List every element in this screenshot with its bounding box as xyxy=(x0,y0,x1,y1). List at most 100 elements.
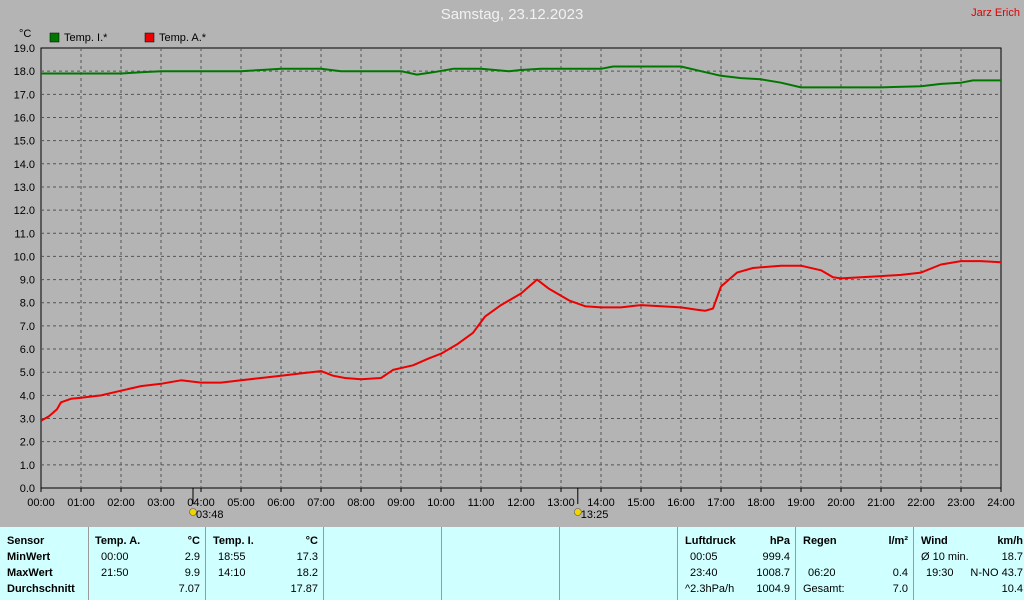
wind-header: Wind xyxy=(921,535,948,547)
x-tick-label: 13:00 xyxy=(547,497,575,509)
x-tick-label: 22:00 xyxy=(907,497,935,509)
y-tick-label: 12.0 xyxy=(14,205,35,217)
x-tick-label: 09:00 xyxy=(387,497,415,509)
rain-total: 7.0 xyxy=(892,583,908,595)
empty-column-2 xyxy=(441,527,560,600)
temp-i-header: Temp. I. xyxy=(213,535,254,547)
temp-a-min-time: 00:00 xyxy=(101,551,129,563)
x-tick-label: 01:00 xyxy=(67,497,95,509)
legend-label-1: Temp. A.* xyxy=(159,32,207,44)
pressure-max-time: 23:40 xyxy=(690,567,718,579)
wind-avg-label: Ø 10 min. xyxy=(921,551,969,563)
y-tick-label: 19.0 xyxy=(14,43,35,55)
y-tick-label: 13.0 xyxy=(14,182,35,194)
x-tick-label: 04:00 xyxy=(187,497,215,509)
wind-avg: 18.7 xyxy=(1001,551,1023,563)
wind-max: N-NO 43.7 xyxy=(970,567,1023,579)
rain-header: Regen xyxy=(803,535,837,547)
y-tick-label: 2.0 xyxy=(20,437,35,449)
x-tick-label: 14:00 xyxy=(587,497,615,509)
y-tick-label: 0.0 xyxy=(20,483,35,495)
pressure-min: 999.4 xyxy=(762,551,790,563)
sensor-header: Sensor xyxy=(7,535,45,547)
row-max-label: MaxWert xyxy=(7,567,53,579)
temp-i-min-time: 18:55 xyxy=(218,551,246,563)
y-axis-unit-label: °C xyxy=(19,28,31,40)
sun-noon-icon xyxy=(573,508,582,516)
y-tick-label: 18.0 xyxy=(14,66,35,78)
y-tick-label: 4.0 xyxy=(20,390,35,402)
x-tick-label: 20:00 xyxy=(827,497,855,509)
temp-i-min: 17.3 xyxy=(296,551,318,563)
pressure-min-time: 00:05 xyxy=(690,551,718,563)
x-tick-label: 11:00 xyxy=(468,497,495,509)
temp-a-header: Temp. A. xyxy=(95,535,141,547)
rain-total-label: Gesamt: xyxy=(803,583,845,595)
x-tick-label: 16:00 xyxy=(667,497,695,509)
temp-i-column: Temp. I. °C 18:55 17.3 14:10 18.2 17.87 xyxy=(205,527,324,600)
y-tick-label: 16.0 xyxy=(14,112,35,124)
wind-column: Wind km/h Ø 10 min. 18.7 19:30 N-NO 43.7… xyxy=(913,527,1024,600)
x-tick-label: 12:00 xyxy=(507,497,535,509)
x-tick-label: 00:00 xyxy=(27,497,55,509)
x-tick-label: 23:00 xyxy=(947,497,975,509)
temp-a-max-time: 21:50 xyxy=(101,567,129,579)
x-tick-label: 06:00 xyxy=(267,497,295,509)
x-tick-label: 02:00 xyxy=(107,497,135,509)
y-tick-label: 8.0 xyxy=(20,298,35,310)
temp-i-max: 18.2 xyxy=(296,567,318,579)
rain-max-time: 06:20 xyxy=(808,567,836,579)
x-tick-label: 21:00 xyxy=(867,497,895,509)
x-tick-label: 15:00 xyxy=(627,497,655,509)
wind-max-time: 19:30 xyxy=(926,567,954,579)
page-title: Samstag, 23.12.2023 xyxy=(440,6,584,23)
pressure-header: Luftdruck xyxy=(685,535,736,547)
sunrise-icon xyxy=(189,508,197,516)
y-tick-label: 17.0 xyxy=(14,89,35,101)
y-tick-label: 9.0 xyxy=(20,275,35,287)
wind-unit: km/h xyxy=(997,535,1023,547)
temperature-chart: 0.0 1.0 2.0 3.0 4.0 5.0 6.0 7.0 8.0 9.0 10.0 11.0 12… xyxy=(14,28,1015,521)
legend-swatch-0 xyxy=(49,32,60,43)
row-min-label: MinWert xyxy=(7,551,51,563)
y-tick-label: 14.0 xyxy=(14,159,35,171)
y-tick-label: 11.0 xyxy=(14,228,35,240)
temp-a-avg: 7.07 xyxy=(178,583,200,595)
author-label: Jarz Erich xyxy=(971,7,1020,19)
empty-column-1 xyxy=(323,527,442,600)
temp-a-unit: °C xyxy=(187,535,200,547)
rain-max: 0.4 xyxy=(892,567,908,579)
row-avg-label: Durchschnitt xyxy=(7,583,75,595)
marker-label-0: 03:48 xyxy=(196,509,224,521)
temp-i-unit: °C xyxy=(305,535,318,547)
rain-column: Regen l/m² 06:20 0.4 Gesamt: 7.0 xyxy=(795,527,914,600)
x-tick-label: 03:00 xyxy=(147,497,175,509)
marker-label-1: 13:25 xyxy=(581,509,609,521)
y-tick-label: 5.0 xyxy=(20,367,35,379)
summary-table: Sensor MinWert MaxWert Durchschnitt Temp… xyxy=(0,527,1024,600)
temp-a-max: 9.9 xyxy=(184,567,200,579)
y-tick-label: 1.0 xyxy=(20,460,35,472)
y-tick-label: 6.0 xyxy=(20,344,35,356)
sensor-column: Sensor MinWert MaxWert Durchschnitt xyxy=(0,527,88,600)
pressure-column: Luftdruck hPa 00:05 999.4 23:40 1008.7 ^… xyxy=(677,527,796,600)
rain-unit: l/m² xyxy=(888,535,908,547)
x-tick-label: 17:00 xyxy=(707,497,735,509)
pressure-avg: 1004.9 xyxy=(756,583,790,595)
x-tick-label: 10:00 xyxy=(427,497,455,509)
y-tick-label: 15.0 xyxy=(14,136,35,148)
x-tick-label: 07:00 xyxy=(307,497,335,509)
pressure-trend: ^2.3hPa/h xyxy=(685,583,735,595)
y-tick-label: 3.0 xyxy=(20,414,35,426)
empty-column-3 xyxy=(559,527,678,600)
x-tick-label: 08:00 xyxy=(347,497,375,509)
pressure-max: 1008.7 xyxy=(756,567,790,579)
temp-a-min: 2.9 xyxy=(184,551,200,563)
pressure-unit: hPa xyxy=(769,535,790,547)
legend-label-0: Temp. I.* xyxy=(64,32,108,44)
x-tick-label: 24:00 xyxy=(987,497,1015,509)
x-tick-label: 18:00 xyxy=(747,497,775,509)
x-tick-label: 05:00 xyxy=(227,497,255,509)
series-line-1 xyxy=(41,260,1001,422)
x-tick-label: 19:00 xyxy=(787,497,815,509)
